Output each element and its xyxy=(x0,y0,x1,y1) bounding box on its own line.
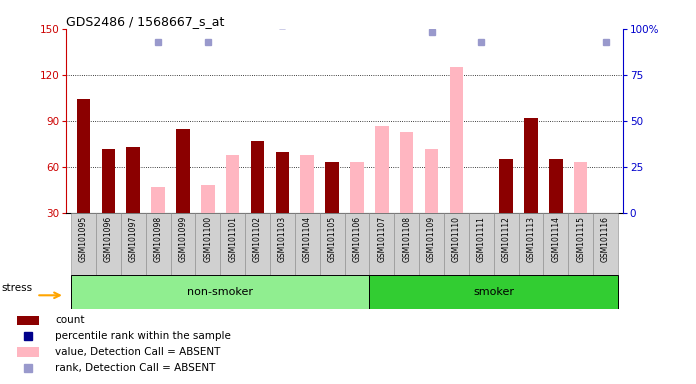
Text: GSM101103: GSM101103 xyxy=(278,216,287,262)
Bar xyxy=(295,213,319,275)
Bar xyxy=(593,213,618,275)
Bar xyxy=(394,213,419,275)
Text: value, Detection Call = ABSENT: value, Detection Call = ABSENT xyxy=(55,347,221,357)
Text: GSM101111: GSM101111 xyxy=(477,216,486,262)
Text: GDS2486 / 1568667_s_at: GDS2486 / 1568667_s_at xyxy=(66,15,225,28)
Text: GSM101098: GSM101098 xyxy=(154,216,163,262)
Text: GSM101101: GSM101101 xyxy=(228,216,237,262)
Bar xyxy=(220,213,245,275)
Text: GSM101107: GSM101107 xyxy=(377,216,386,262)
Bar xyxy=(201,185,214,213)
Bar xyxy=(96,213,121,275)
Bar xyxy=(71,275,370,309)
Text: GSM101105: GSM101105 xyxy=(328,216,337,262)
Bar xyxy=(127,147,140,213)
Text: GSM101114: GSM101114 xyxy=(551,216,560,262)
Bar xyxy=(245,213,270,275)
Text: GSM101097: GSM101097 xyxy=(129,216,138,262)
Bar xyxy=(121,213,145,275)
Bar xyxy=(400,132,413,213)
Text: GSM101102: GSM101102 xyxy=(253,216,262,262)
Bar xyxy=(345,213,370,275)
Text: GSM101116: GSM101116 xyxy=(601,216,610,262)
Bar xyxy=(276,152,290,213)
Text: count: count xyxy=(55,315,85,325)
Text: smoker: smoker xyxy=(473,287,514,297)
Text: GSM101112: GSM101112 xyxy=(502,216,511,262)
Bar xyxy=(301,155,314,213)
Bar xyxy=(319,213,345,275)
Text: non-smoker: non-smoker xyxy=(187,287,253,297)
Bar xyxy=(251,141,264,213)
Bar xyxy=(196,213,220,275)
Bar xyxy=(370,275,618,309)
Bar xyxy=(102,149,116,213)
Bar xyxy=(375,126,388,213)
Bar xyxy=(145,213,171,275)
Bar xyxy=(77,99,90,213)
Bar xyxy=(574,162,587,213)
Bar xyxy=(270,213,295,275)
Bar xyxy=(17,316,40,325)
Bar xyxy=(519,213,544,275)
Text: GSM101096: GSM101096 xyxy=(104,216,113,262)
Text: stress: stress xyxy=(1,283,33,293)
Bar xyxy=(425,149,438,213)
Bar xyxy=(450,67,464,213)
Bar xyxy=(176,129,190,213)
Bar xyxy=(171,213,196,275)
Text: GSM101099: GSM101099 xyxy=(178,216,187,262)
Bar xyxy=(71,213,96,275)
Bar xyxy=(325,162,339,213)
Text: rank, Detection Call = ABSENT: rank, Detection Call = ABSENT xyxy=(55,363,216,373)
Bar xyxy=(524,118,538,213)
Bar xyxy=(17,348,40,357)
Bar xyxy=(499,159,513,213)
Text: GSM101108: GSM101108 xyxy=(402,216,411,262)
Bar xyxy=(151,187,165,213)
Bar xyxy=(568,213,593,275)
Text: GSM101110: GSM101110 xyxy=(452,216,461,262)
Text: GSM101106: GSM101106 xyxy=(352,216,361,262)
Bar xyxy=(370,213,394,275)
Text: GSM101104: GSM101104 xyxy=(303,216,312,262)
Bar xyxy=(226,155,239,213)
Text: percentile rank within the sample: percentile rank within the sample xyxy=(55,331,231,341)
Bar xyxy=(350,162,364,213)
Bar xyxy=(419,213,444,275)
Text: GSM101113: GSM101113 xyxy=(526,216,535,262)
Text: GSM101100: GSM101100 xyxy=(203,216,212,262)
Bar xyxy=(544,213,568,275)
Bar xyxy=(444,213,469,275)
Text: GSM101095: GSM101095 xyxy=(79,216,88,262)
Bar xyxy=(493,213,519,275)
Text: GSM101109: GSM101109 xyxy=(427,216,436,262)
Bar xyxy=(549,159,562,213)
Text: GSM101115: GSM101115 xyxy=(576,216,585,262)
Bar xyxy=(469,213,493,275)
